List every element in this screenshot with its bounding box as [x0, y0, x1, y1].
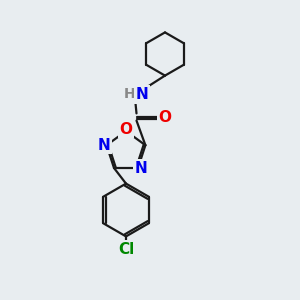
Text: O: O — [119, 122, 133, 137]
Text: N: N — [135, 160, 147, 175]
Text: Cl: Cl — [118, 242, 134, 256]
Text: H: H — [124, 88, 136, 101]
Text: N: N — [136, 87, 148, 102]
Text: O: O — [158, 110, 172, 124]
Text: N: N — [97, 138, 110, 153]
